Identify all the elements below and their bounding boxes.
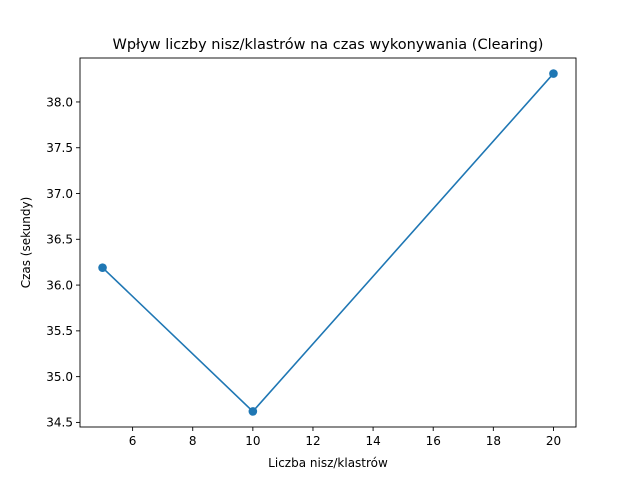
x-axis-label: Liczba nisz/klastrów [268,456,388,470]
series-line [101,73,555,413]
y-tick-label: 36.0 [46,278,73,292]
y-axis: 34.5 35.0 35.5 36.0 36.5 37.0 37.5 38.0 [46,95,80,430]
y-tick-label: 37.5 [46,141,73,155]
x-tick-label: 10 [245,434,260,448]
x-tick-label: 6 [129,434,137,448]
x-tick-label: 16 [426,434,441,448]
y-tick-label: 35.0 [46,370,73,384]
y-tick-label: 34.5 [46,416,73,430]
x-tick-label: 20 [546,434,561,448]
plot-area [79,57,577,428]
x-tick-label: 12 [305,434,320,448]
plot-frame [79,57,577,428]
y-tick-label: 36.5 [46,233,73,247]
chart-title: Wpływ liczby nisz/klastrów na czas wykon… [113,37,544,53]
series-layer [98,69,558,416]
x-tick-label: 14 [365,434,380,448]
y-axis-label: Czas (sekundy) [19,197,33,289]
data-point [549,69,558,78]
data-point [248,407,258,416]
y-tick-label: 37.0 [46,187,73,201]
x-axis: 6 8 10 12 14 16 18 20 [129,427,561,448]
x-tick-label: 8 [189,434,197,448]
y-tick-label: 35.5 [46,324,73,338]
data-point [98,263,107,272]
y-tick-label: 38.0 [46,95,73,109]
x-tick-label: 18 [486,434,501,448]
